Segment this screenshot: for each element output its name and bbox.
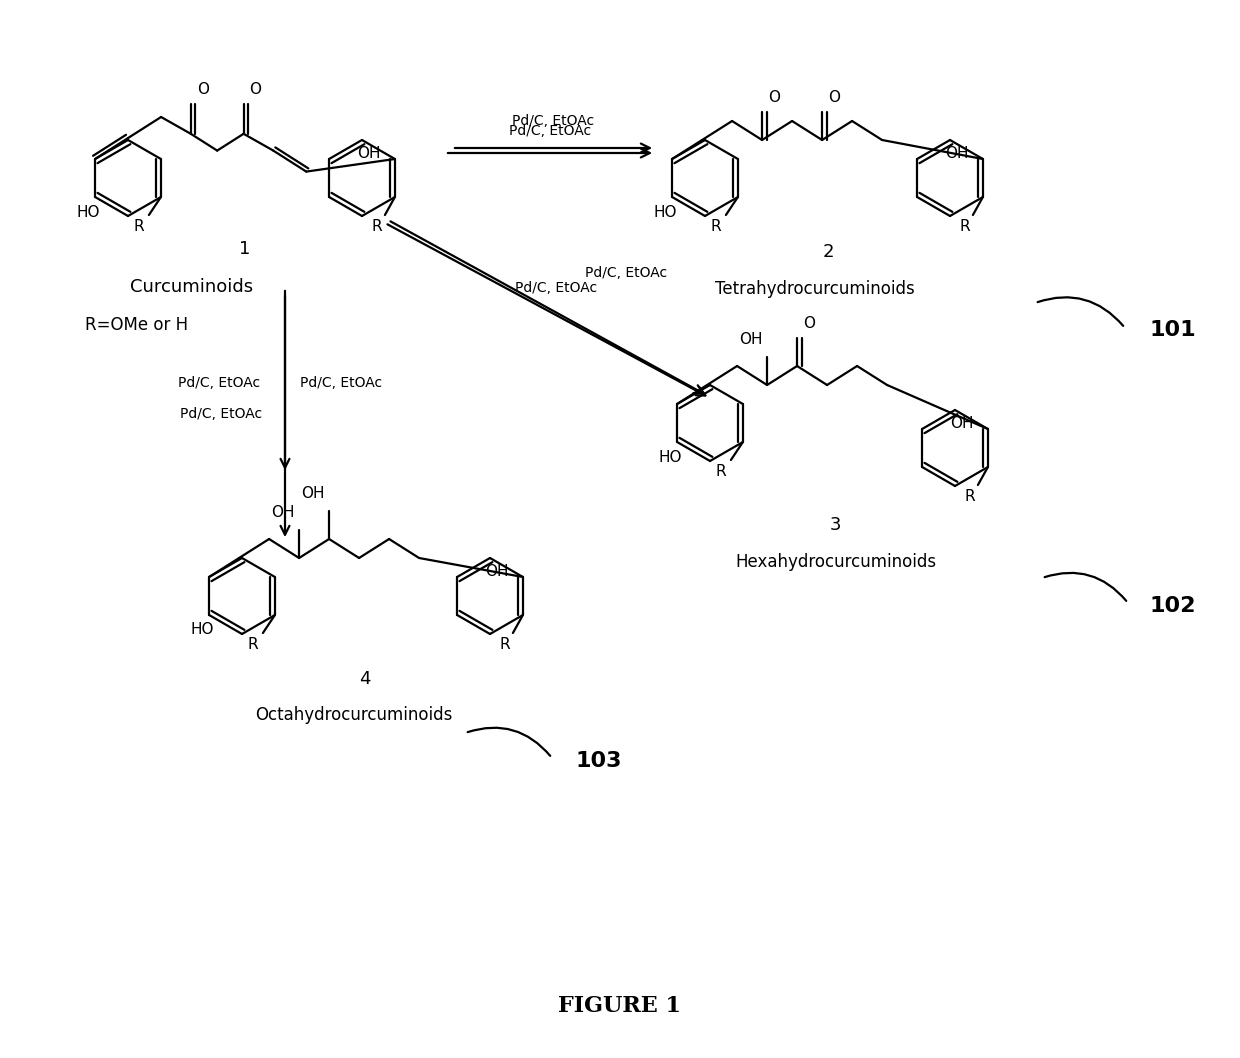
Text: O: O <box>768 90 780 105</box>
Text: 1: 1 <box>239 240 250 258</box>
Text: R: R <box>500 637 510 652</box>
Text: OH: OH <box>357 146 381 162</box>
Text: Hexahydrocurcuminoids: Hexahydrocurcuminoids <box>735 553 936 571</box>
Text: HO: HO <box>191 622 215 638</box>
Text: R: R <box>134 219 144 234</box>
Text: OH: OH <box>301 486 325 501</box>
Text: HO: HO <box>77 204 100 219</box>
Text: R: R <box>248 637 258 652</box>
Text: 102: 102 <box>1149 596 1197 616</box>
Text: O: O <box>249 81 262 96</box>
Text: 103: 103 <box>575 751 621 771</box>
Text: OH: OH <box>485 565 508 580</box>
Text: R=OMe or H: R=OMe or H <box>86 316 188 334</box>
Text: R: R <box>372 219 382 234</box>
Text: OH: OH <box>272 505 295 519</box>
Text: HO: HO <box>658 450 682 464</box>
Text: Pd/C, EtOAc: Pd/C, EtOAc <box>515 280 598 294</box>
Text: R: R <box>715 464 727 479</box>
Text: Pd/C, EtOAc: Pd/C, EtOAc <box>177 376 260 390</box>
Text: OH: OH <box>945 146 968 162</box>
Text: Pd/C, EtOAc: Pd/C, EtOAc <box>585 266 667 280</box>
Text: R: R <box>965 489 975 504</box>
Text: HO: HO <box>653 204 677 219</box>
Text: Tetrahydrocurcuminoids: Tetrahydrocurcuminoids <box>715 280 915 298</box>
Text: O: O <box>828 90 839 105</box>
Text: OH: OH <box>950 417 973 432</box>
Text: FIGURE 1: FIGURE 1 <box>558 995 682 1017</box>
Text: 2: 2 <box>822 243 833 261</box>
Text: R: R <box>960 219 970 234</box>
Text: R: R <box>711 219 722 234</box>
Text: O: O <box>197 81 208 96</box>
Text: 101: 101 <box>1149 320 1197 340</box>
Text: OH: OH <box>739 332 763 347</box>
Text: Pd/C, EtOAc: Pd/C, EtOAc <box>300 376 382 390</box>
Text: Pd/C, EtOAc: Pd/C, EtOAc <box>180 407 262 421</box>
Text: 3: 3 <box>830 516 841 534</box>
Text: Pd/C, EtOAc: Pd/C, EtOAc <box>512 114 594 128</box>
Text: Octahydrocurcuminoids: Octahydrocurcuminoids <box>255 706 453 724</box>
Text: Pd/C, EtOAc: Pd/C, EtOAc <box>508 124 591 138</box>
Text: Curcuminoids: Curcuminoids <box>130 278 253 296</box>
Text: O: O <box>804 316 815 331</box>
Text: 4: 4 <box>360 670 371 688</box>
